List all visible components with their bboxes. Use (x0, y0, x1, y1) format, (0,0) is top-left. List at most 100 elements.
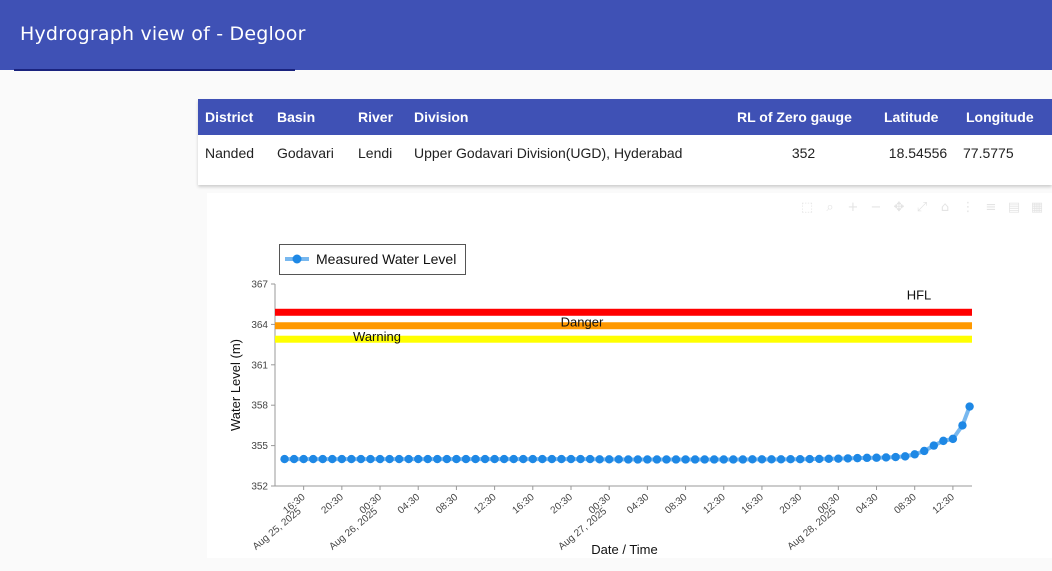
data-point (729, 455, 738, 464)
data-point (289, 454, 299, 464)
data-point (776, 455, 786, 464)
data-point (604, 455, 614, 464)
x-tick-label: 12:30 (931, 492, 958, 517)
legend-entry: Measured Water Level (316, 251, 456, 267)
y-tick-label: 367 (251, 280, 268, 291)
cell-latitude: 18.54556 (888, 145, 948, 161)
data-point (576, 454, 585, 464)
data-point (910, 450, 919, 459)
cell-rl-zero-gauge: 352 (791, 145, 816, 161)
hydrograph-chart: 352 355 358 361 364 367 16:30 Aug 25, 2025 20:30… (228, 244, 974, 557)
data-point (700, 455, 709, 464)
legend-box (279, 244, 466, 275)
data-point (681, 455, 690, 464)
x-tick-label: 08:30 (892, 492, 919, 517)
download-icon[interactable]: ▤ (1007, 200, 1021, 215)
reset-axes-icon[interactable]: ⌂ (940, 200, 950, 215)
data-point (366, 454, 375, 464)
column-header-longitude: Longitude (959, 99, 1052, 135)
data-point (595, 455, 604, 464)
data-point (519, 454, 528, 464)
data-point (843, 454, 853, 463)
data-point (585, 454, 595, 464)
data-point (748, 455, 757, 464)
x-tick-label: 04:30 (396, 492, 423, 517)
data-point (404, 454, 413, 464)
data-point (328, 454, 337, 464)
data-point (490, 454, 499, 464)
data-point (719, 455, 728, 464)
data-point (614, 455, 623, 464)
data-point (805, 454, 814, 464)
data-point (738, 455, 748, 464)
table-header-row: District Basin River Division RL of Zero… (198, 99, 1052, 135)
data-point (633, 455, 643, 464)
x-tick-label: 04:30 (854, 492, 881, 517)
station-info-table: District Basin River Division RL of Zero… (198, 99, 1052, 171)
x-axis-title: Date / Time (591, 542, 657, 557)
reference-line-danger (275, 322, 972, 330)
x-tick-label: 20:30 (549, 492, 576, 517)
data-point (442, 454, 452, 464)
station-info-card: District Basin River Division RL of Zero… (198, 99, 1052, 185)
camera-icon[interactable]: ▦ (1030, 200, 1044, 215)
x-tick-date-label: Aug 28, 2025 (786, 506, 839, 553)
column-header-rl-zero-gauge: RL of Zero gauge (730, 99, 877, 135)
series-line (284, 405, 972, 462)
cell-river: Lendi (358, 145, 393, 161)
column-header-basin: Basin (270, 99, 351, 135)
data-point (299, 454, 308, 464)
table-row: Nanded Godavari Lendi Upper Godavari Div… (198, 135, 1052, 171)
zoom-in-icon[interactable]: + (847, 200, 859, 215)
data-point (414, 454, 423, 464)
data-point (509, 454, 518, 464)
data-point (280, 454, 289, 464)
data-point (929, 441, 939, 450)
data-point (900, 452, 910, 461)
page-title: Hydrograph view of - Degloor (20, 23, 306, 45)
column-header-river: River (351, 99, 407, 135)
data-point (767, 455, 776, 464)
cell-district: Nanded (205, 145, 255, 161)
app-header: Hydrograph view of - Degloor (0, 0, 1052, 71)
y-tick-label: 364 (251, 320, 268, 331)
select-icon[interactable]: ⬚ (800, 200, 814, 215)
data-point (872, 453, 881, 462)
data-point (881, 453, 891, 462)
spike-lines-icon[interactable]: ⋮ (961, 200, 975, 215)
data-point (939, 436, 948, 446)
data-point (662, 455, 671, 464)
x-tick-date-label: Aug 26, 2025 (327, 506, 380, 553)
y-tick-label: 361 (251, 360, 268, 371)
data-point (710, 455, 719, 464)
data-point (557, 454, 566, 464)
data-point (480, 454, 490, 464)
data-point (471, 454, 480, 464)
data-point (308, 454, 318, 464)
data-point (433, 454, 442, 464)
x-tick-label: 04:30 (625, 492, 652, 517)
data-point (375, 454, 385, 464)
pan-icon[interactable]: ✥ (893, 200, 905, 215)
compare-hover-icon[interactable]: ≡ (985, 200, 997, 215)
zoom-out-icon[interactable]: − (870, 200, 882, 215)
data-point (528, 454, 537, 464)
data-point (347, 454, 356, 464)
x-tick-label: 12:30 (701, 492, 728, 517)
y-axis-title: Water Level (m) (228, 339, 243, 431)
title-underline (14, 69, 295, 71)
x-tick-label: 20:30 (320, 492, 347, 517)
cell-basin: Godavari (277, 145, 334, 161)
reference-label-danger: Danger (561, 315, 604, 330)
data-point (786, 455, 795, 464)
x-tick-label: 16:30 (510, 492, 537, 517)
column-header-division: Division (407, 99, 730, 135)
legend-marker (292, 254, 302, 264)
hydrograph-chart-card: ⬚ ⌕ + − ✥ ⤢ ⌂ ⋮ ≡ ▤ ▦ 352 355 358 361 364 367… (207, 193, 1052, 558)
data-point (318, 454, 327, 464)
autoscale-icon[interactable]: ⤢ (916, 200, 928, 215)
data-point (834, 454, 843, 463)
cell-longitude: 77.5775 (963, 145, 1014, 161)
column-header-district: District (198, 99, 270, 135)
zoom-icon[interactable]: ⌕ (826, 200, 834, 215)
